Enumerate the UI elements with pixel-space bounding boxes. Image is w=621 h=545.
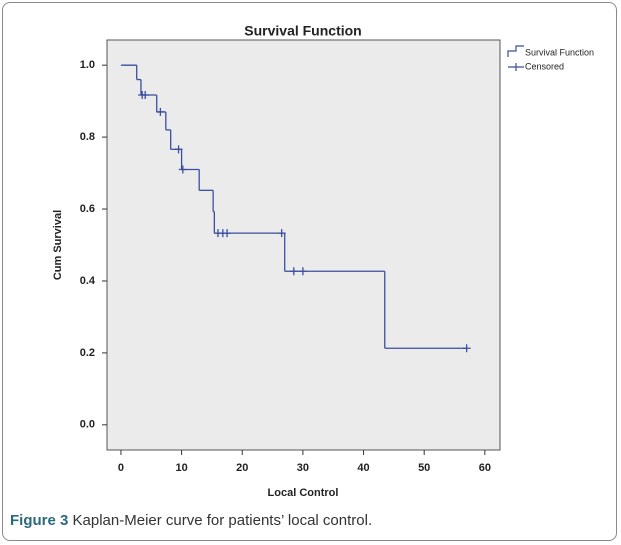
y-tick-label: 0.2 <box>80 347 95 359</box>
censor-mark <box>178 165 187 174</box>
caption-label: Figure 3 <box>10 512 69 529</box>
censor-mark <box>289 267 298 276</box>
censor-mark <box>174 145 183 154</box>
x-tick-label: 30 <box>297 462 309 474</box>
censor-mark <box>277 229 286 238</box>
caption: Figure 3 Kaplan-Meier curve for patients… <box>10 512 372 529</box>
x-tick-label: 40 <box>357 462 369 474</box>
censor-mark <box>156 107 165 116</box>
y-tick-label: 0.0 <box>80 419 95 431</box>
caption-text: Kaplan-Meier curve for patients’ local c… <box>72 512 373 529</box>
x-tick-label: 50 <box>418 462 430 474</box>
censor-mark <box>298 267 307 276</box>
legend-label: Survival Function <box>525 47 594 57</box>
chart: Survival Function Local Control Cum Surv… <box>52 23 594 499</box>
y-tick-label: 1.0 <box>80 59 95 71</box>
y-tick-label: 0.4 <box>80 275 96 287</box>
x-tick-label: 60 <box>479 462 491 474</box>
x-axis-label: Local Control <box>268 487 339 499</box>
legend-swatch <box>507 45 524 57</box>
figure-frame <box>2 2 617 541</box>
x-tick-label: 0 <box>118 462 124 474</box>
y-tick-label: 0.8 <box>80 131 95 143</box>
censor-mark <box>141 91 150 100</box>
legend-swatch <box>508 63 524 71</box>
legend-label: Censored <box>525 61 564 71</box>
y-tick-label: 0.6 <box>80 203 95 215</box>
plot-area <box>106 39 501 451</box>
x-tick-label: 20 <box>236 462 248 474</box>
x-tick-label: 10 <box>175 462 187 474</box>
censor-mark <box>462 344 471 353</box>
censor-mark <box>223 229 232 238</box>
y-axis-label: Cum Survival <box>52 210 64 280</box>
chart-title: Survival Function <box>244 23 361 39</box>
